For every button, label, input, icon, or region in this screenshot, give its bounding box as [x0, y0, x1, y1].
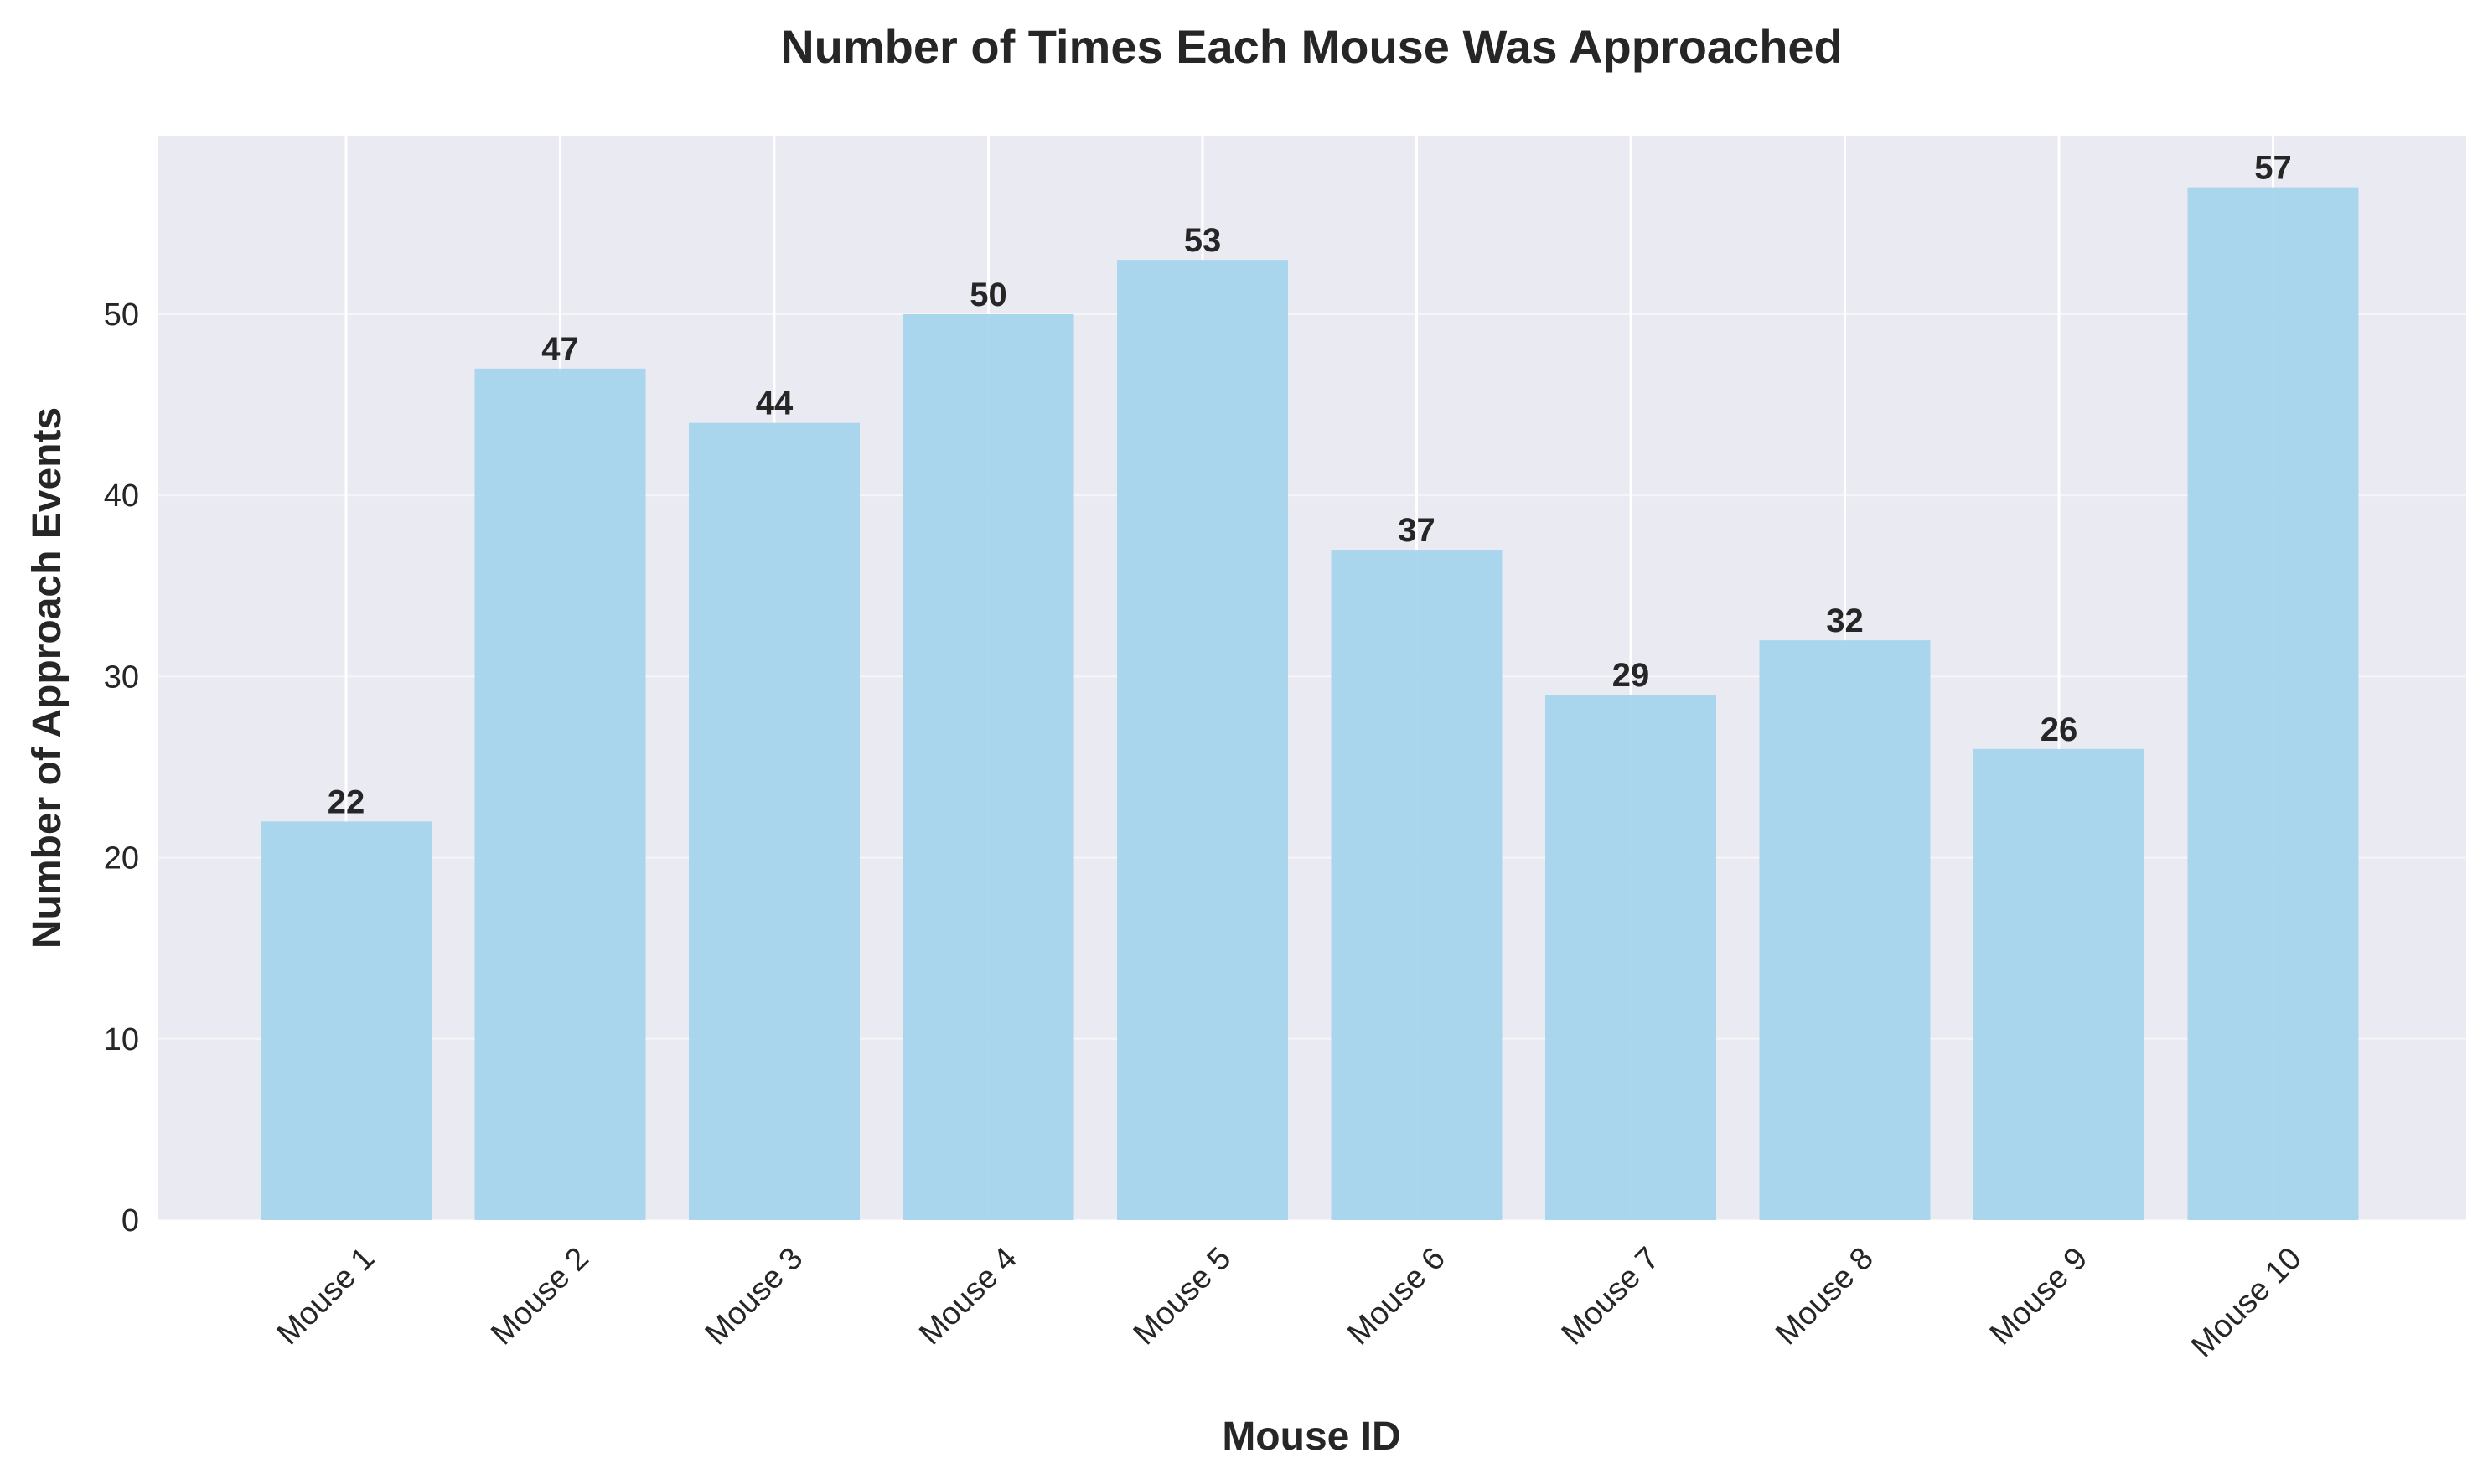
bar-value-label: 22: [328, 783, 365, 820]
y-tick-label: 10: [104, 1022, 139, 1057]
bar-value-label: 44: [756, 385, 794, 422]
bar: [1545, 694, 1716, 1220]
y-tick-label: 50: [104, 297, 139, 333]
bar-value-label: 29: [1612, 657, 1650, 694]
bar: [1117, 260, 1288, 1220]
bar-value-label: 53: [1184, 222, 1222, 259]
bar: [474, 368, 646, 1220]
y-tick-label: 30: [104, 659, 139, 695]
value-labels: 22 47 44 50 53 37 29 32 26 57: [328, 150, 2292, 821]
y-tick-label: 0: [122, 1203, 139, 1238]
bar-value-label: 57: [2254, 150, 2292, 187]
bar-value-label: 26: [2041, 711, 2078, 748]
bar-value-label: 47: [541, 331, 579, 368]
bars: [261, 187, 2359, 1221]
bar: [1973, 748, 2144, 1220]
y-axis-label: Number of Approach Events: [25, 407, 70, 949]
y-axis-ticks: 0 10 20 30 40 50: [104, 297, 139, 1238]
bar-value-label: 32: [1826, 602, 1864, 639]
bar: [2187, 187, 2359, 1221]
bar: [261, 821, 432, 1220]
bar-value-label: 50: [970, 277, 1007, 313]
bar: [689, 422, 860, 1221]
bar: [1331, 550, 1503, 1220]
y-tick-label: 40: [104, 478, 139, 514]
bar-value-label: 37: [1398, 512, 1435, 549]
bar: [903, 313, 1074, 1220]
y-tick-label: 20: [104, 841, 139, 876]
bar: [1759, 640, 1931, 1220]
chart-title: Number of Times Each Mouse Was Approache…: [780, 20, 1843, 73]
x-axis-label: Mouse ID: [1222, 1414, 1400, 1459]
